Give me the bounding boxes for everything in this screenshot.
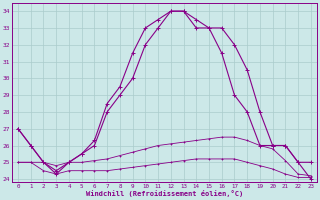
X-axis label: Windchill (Refroidissement éolien,°C): Windchill (Refroidissement éolien,°C) [86, 190, 243, 197]
